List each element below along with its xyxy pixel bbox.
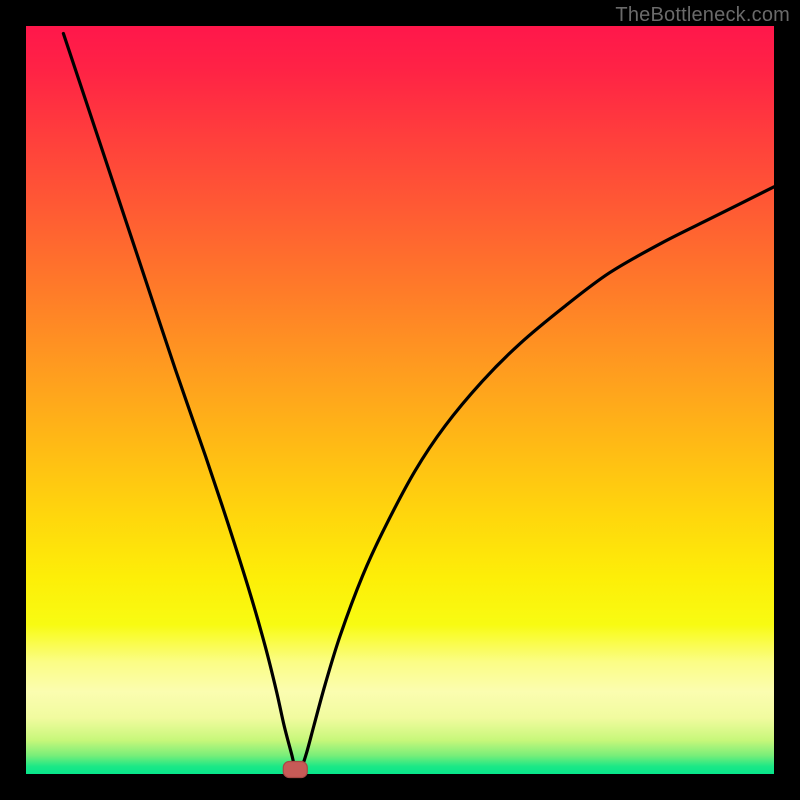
optimum-marker	[283, 762, 307, 778]
bottleneck-chart	[0, 0, 800, 800]
chart-container: TheBottleneck.com	[0, 0, 800, 800]
plot-background	[26, 26, 774, 774]
watermark-text: TheBottleneck.com	[615, 4, 790, 27]
